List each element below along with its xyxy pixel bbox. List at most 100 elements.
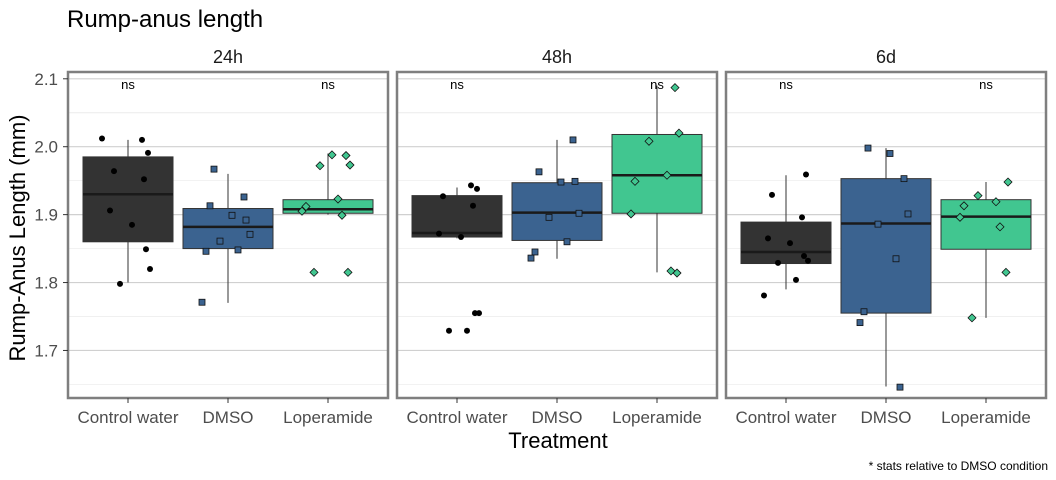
data-point [892, 255, 900, 263]
data-point [440, 193, 446, 200]
significance-label: ns [650, 77, 664, 92]
data-point [787, 240, 793, 247]
data-point [343, 267, 353, 277]
x-tick-label: Control water [735, 408, 836, 427]
x-axis-title: Treatment [508, 428, 607, 453]
data-point [575, 209, 583, 217]
y-tick-label: 1.9 [34, 206, 58, 225]
data-point [468, 182, 474, 189]
data-point [991, 197, 1001, 207]
data-point [242, 216, 250, 224]
box-loperamide [611, 133, 703, 214]
data-point [995, 222, 1005, 232]
data-point [900, 175, 908, 183]
data-point [775, 259, 781, 266]
data-point [674, 128, 684, 138]
x-tick-label: Loperamide [283, 408, 373, 427]
significance-label: ns [779, 77, 793, 92]
data-point [801, 253, 807, 260]
y-axis: 1.7 1.8 1.9 2.0 2.1 [34, 70, 68, 360]
facet-strip-label: 48h [542, 47, 572, 67]
data-point [333, 194, 343, 204]
data-point [557, 178, 565, 186]
x-tick-label: DMSO [532, 408, 583, 427]
data-point [470, 202, 476, 209]
data-point [206, 202, 214, 210]
data-point [341, 150, 351, 161]
data-point [967, 313, 977, 323]
data-point [864, 144, 872, 152]
y-tick-label: 1.8 [34, 274, 58, 293]
data-point [955, 212, 965, 222]
data-point [436, 230, 442, 237]
box-control-water [411, 195, 503, 238]
box-dmso [182, 208, 274, 250]
data-point [143, 246, 149, 253]
data-point [141, 176, 147, 183]
data-point [337, 210, 347, 220]
y-tick-label: 2.1 [34, 70, 58, 89]
significance-label: ns [979, 77, 993, 92]
data-point [246, 230, 254, 238]
x-tick-label: Control water [77, 408, 178, 427]
y-axis-title: Rump-Anus Length (mm) [5, 115, 30, 362]
data-point [799, 214, 805, 221]
data-point [210, 165, 218, 173]
data-point [959, 201, 969, 211]
data-point [626, 209, 636, 219]
data-point [886, 150, 894, 157]
data-point [803, 171, 809, 178]
x-tick-label: Loperamide [941, 408, 1031, 427]
data-point [216, 237, 224, 245]
significance-label: ns [321, 77, 335, 92]
chart-caption: * stats relative to DMSO condition [869, 459, 1048, 473]
data-point [147, 265, 153, 272]
facet-panel-48h: 48h ns ns Control water DMSO Loperamide [395, 47, 719, 427]
data-point [571, 177, 579, 185]
data-point [666, 266, 676, 276]
data-point [662, 170, 672, 180]
box-control-water [740, 221, 832, 265]
data-point [129, 221, 135, 228]
data-point [297, 206, 307, 216]
data-point [630, 176, 640, 186]
x-tick-label: Loperamide [612, 408, 702, 427]
facet-panel-24h: 24h ns ns Control water DMSO Loperamide [66, 47, 390, 427]
box-dmso [840, 178, 932, 314]
data-point [309, 267, 319, 277]
data-point [117, 280, 123, 287]
data-point [99, 135, 105, 142]
data-point [345, 160, 355, 170]
data-point [860, 308, 868, 316]
data-point [805, 257, 811, 264]
data-point [234, 246, 242, 254]
data-point [107, 207, 113, 214]
data-point [563, 238, 571, 246]
data-point [644, 136, 654, 146]
data-point [464, 327, 470, 334]
data-point [761, 292, 767, 299]
data-point [765, 235, 771, 242]
data-point [545, 213, 553, 221]
chart-title: Rump-anus length [67, 6, 263, 33]
data-point [301, 201, 311, 212]
data-point [198, 298, 206, 306]
facet-panel-6d: 6d ns ns Control water DMSO Loperamide [724, 47, 1048, 427]
facet-strip-label: 24h [213, 47, 243, 67]
data-point [145, 149, 151, 156]
facet-strip-label: 6d [876, 47, 896, 67]
data-point [1001, 267, 1011, 277]
box-control-water [82, 156, 174, 243]
data-point [139, 136, 145, 143]
data-point [569, 136, 577, 144]
x-tick-label: DMSO [861, 408, 912, 427]
box-loperamide [282, 199, 374, 214]
facet-panels: 24h ns ns Control water DMSO Loperamide 48h ns n… [66, 47, 1048, 427]
data-point [111, 168, 117, 175]
data-point [672, 268, 682, 278]
box-loperamide [940, 199, 1032, 250]
data-point [874, 220, 882, 228]
data-point [240, 193, 248, 201]
data-point [896, 383, 904, 391]
